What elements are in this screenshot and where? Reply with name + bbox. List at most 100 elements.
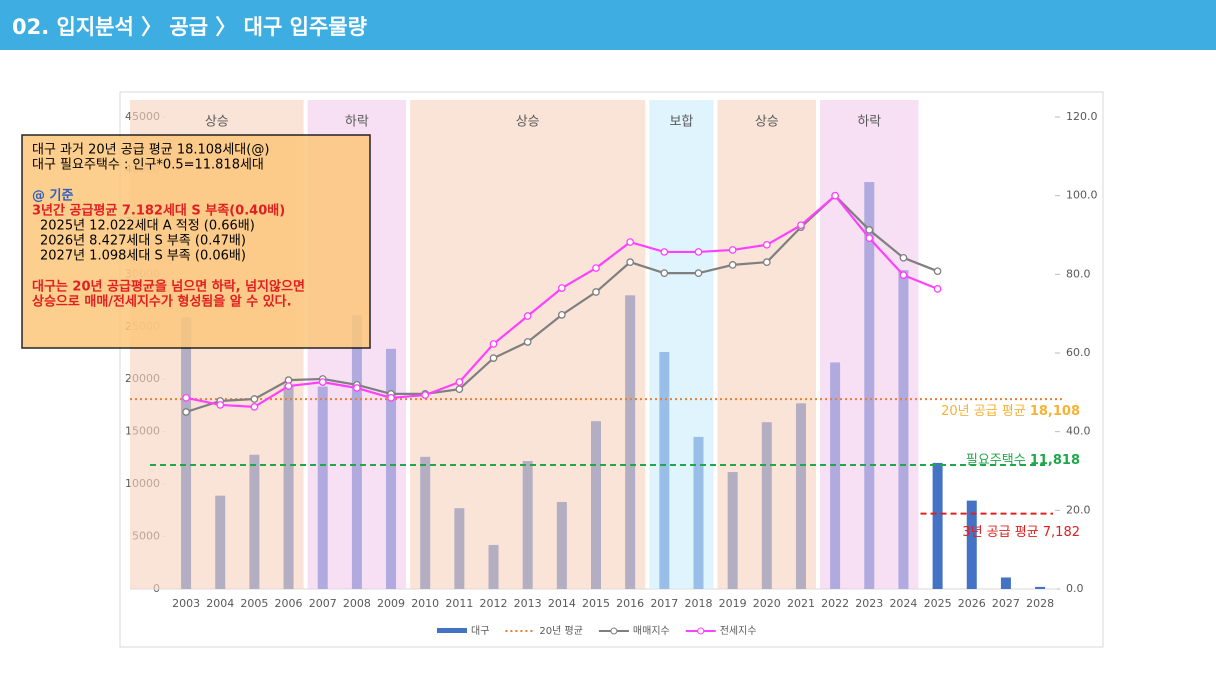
y2-tick-label: 80.0 <box>1066 267 1091 280</box>
reference-label: 20년 공급 평균 18,108 <box>941 404 1080 419</box>
band <box>717 100 817 589</box>
y2-tick-label: 100.0 <box>1066 189 1098 202</box>
annotation-text: @ 기준 <box>32 189 73 204</box>
annotation-text: 2026년 8.427세대 S 부족 (0.47배) <box>40 234 246 249</box>
band <box>649 100 714 589</box>
line-marker <box>762 258 771 266</box>
line-marker <box>694 269 703 278</box>
line-marker <box>762 240 771 249</box>
x-tick-label: 2005 <box>240 597 268 610</box>
line-marker <box>182 408 190 416</box>
reference-label-text: 필요주택수 <box>966 453 1026 468</box>
line-marker <box>899 253 908 262</box>
annotation-text: 대구 필요주택수 : 인구*0.5=11.818세대 <box>32 158 264 173</box>
x-tick-label: 2007 <box>309 597 337 610</box>
y2-tick-label: 120.0 <box>1066 110 1098 123</box>
x-tick-label: 2028 <box>1026 597 1054 610</box>
reference-label: 필요주택수 11,818 <box>966 453 1080 468</box>
band-label: 하락 <box>857 115 881 130</box>
annotation-text: 2027년 1.098세대 S 부족 (0.06배) <box>40 249 246 264</box>
line-marker <box>865 234 874 242</box>
line-marker <box>728 261 737 269</box>
band-label: 보합 <box>669 115 693 130</box>
reference-value-label: 18,108 <box>1030 404 1080 419</box>
reference-value-label: 11,818 <box>1030 453 1080 468</box>
line-marker <box>489 354 498 362</box>
line-marker <box>626 258 635 266</box>
reference-label: 3년 공급 평균 7,182 <box>962 525 1080 540</box>
line-marker <box>523 338 532 346</box>
x-tick-label: 2014 <box>548 597 576 610</box>
line-marker <box>387 393 395 402</box>
bar <box>966 500 977 589</box>
bar <box>1035 586 1046 589</box>
x-tick-label: 2023 <box>855 597 883 610</box>
legend-label: 매매지수 <box>633 625 670 637</box>
header-title: 02. 입지분석 〉 공급 〉 대구 입주물량 <box>12 15 367 39</box>
legend-label: 대구 <box>471 625 489 637</box>
line-marker <box>455 385 464 394</box>
x-tick-label: 2011 <box>445 597 473 610</box>
line-marker <box>831 191 839 200</box>
y2-tick-label: 0.0 <box>1066 582 1084 595</box>
line-marker <box>797 221 805 230</box>
x-tick-label: 2013 <box>514 597 542 610</box>
line-marker <box>353 384 361 392</box>
x-tick-label: 2003 <box>172 597 200 610</box>
line-marker <box>421 391 430 399</box>
annotation-text: 3년간 공급평균 7.182세대 S 부족(0.40배) <box>32 203 285 219</box>
legend-swatch <box>610 627 618 635</box>
y2-tick-label: 40.0 <box>1066 425 1091 438</box>
x-tick-label: 2025 <box>924 597 952 610</box>
line-marker <box>557 310 566 319</box>
x-tick-label: 2021 <box>787 597 815 610</box>
annotation-text: 대구는 20년 공급평균을 넘으면 하락, 넘지않으면 <box>32 279 305 295</box>
reference-value-label: 7,182 <box>1043 525 1080 540</box>
legend-label: 전세지수 <box>720 625 757 637</box>
band <box>820 100 919 589</box>
legend-swatch <box>437 628 467 633</box>
bar <box>1000 577 1011 589</box>
x-tick-label: 2022 <box>821 597 849 610</box>
line-marker <box>592 288 600 296</box>
band-label: 하락 <box>345 115 369 130</box>
annotation-box <box>21 134 371 349</box>
line-marker <box>284 382 293 390</box>
x-tick-label: 2020 <box>753 597 781 610</box>
x-tick-label: 2026 <box>958 597 986 610</box>
legend-label: 20년 평균 <box>539 625 583 637</box>
line-marker <box>728 246 737 254</box>
line-marker <box>455 378 464 386</box>
line-marker <box>182 393 190 402</box>
y2-tick-label: 60.0 <box>1066 346 1091 359</box>
line-marker <box>933 267 942 276</box>
line-marker <box>216 401 225 409</box>
band-label: 상승 <box>755 115 779 130</box>
x-tick-label: 2008 <box>343 597 371 610</box>
line-marker <box>250 403 259 411</box>
legend-swatch <box>697 627 705 635</box>
annotation-text: 2025년 12.022세대 A 적정 (0.66배) <box>40 219 255 234</box>
x-tick-label: 2016 <box>616 597 644 610</box>
line-marker <box>933 285 942 293</box>
line-marker <box>660 248 669 256</box>
x-tick-label: 2012 <box>480 597 508 610</box>
line-marker <box>660 269 669 278</box>
reference-label-text: 3년 공급 평균 <box>962 525 1038 540</box>
line-marker <box>899 271 908 279</box>
x-tick-label: 2009 <box>377 597 405 610</box>
line-marker <box>489 340 498 348</box>
band-label: 상승 <box>516 115 540 130</box>
x-tick-label: 2027 <box>992 597 1020 610</box>
line-marker <box>592 264 600 272</box>
x-tick-label: 2010 <box>411 597 439 610</box>
y2-tick-label: 20.0 <box>1066 503 1091 516</box>
reference-label-text: 20년 공급 평균 <box>941 404 1026 419</box>
annotation-text: 상승으로 매매/전세지수가 형성됨을 알 수 있다. <box>32 294 292 310</box>
line-marker <box>557 284 566 292</box>
line-marker <box>318 378 327 386</box>
x-tick-label: 2019 <box>719 597 747 610</box>
x-tick-label: 2017 <box>650 597 678 610</box>
